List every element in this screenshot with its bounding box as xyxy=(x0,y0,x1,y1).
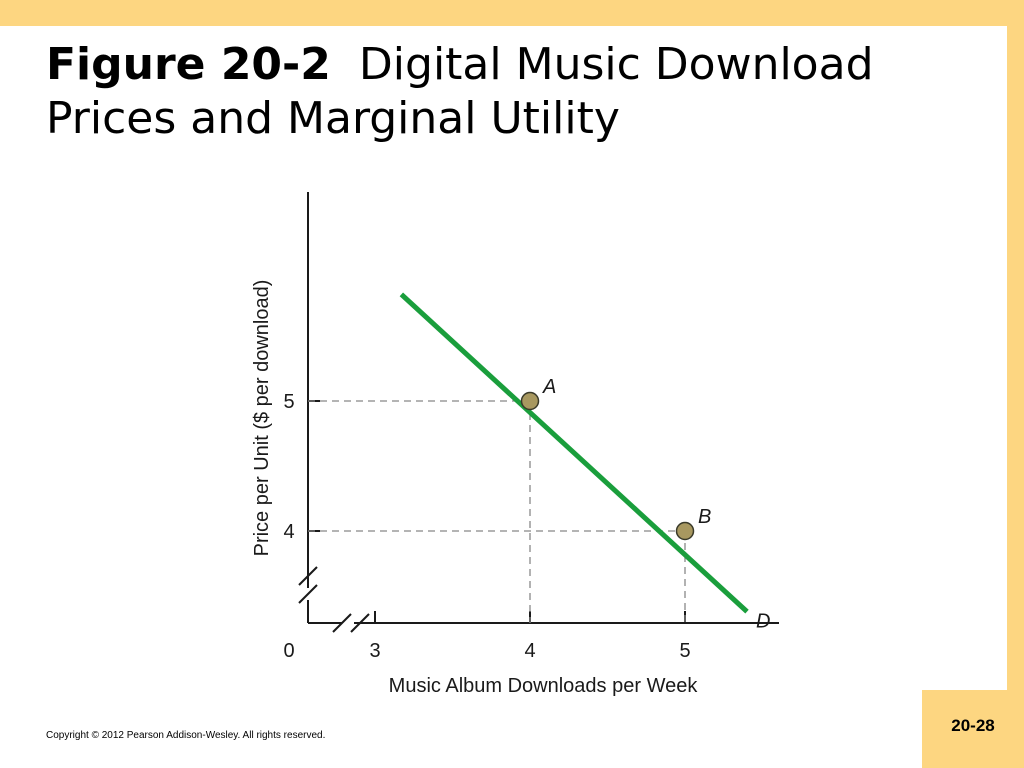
x-tick-label: 3 xyxy=(369,640,380,662)
figure-label: Figure 20-2 xyxy=(46,39,331,90)
point-b xyxy=(675,521,695,541)
page-number-box: 20-28 xyxy=(922,690,1024,768)
origin-label: 0 xyxy=(283,640,294,662)
demand-curve-label: D xyxy=(756,611,770,633)
x-axis-title: Music Album Downloads per Week xyxy=(389,675,699,697)
slide-title: Figure 20-2 Digital Music Download Price… xyxy=(46,38,986,146)
y-tick-label: 4 xyxy=(283,521,294,543)
x-axis-break-mark xyxy=(350,613,370,633)
x-tick-label: 4 xyxy=(524,640,535,662)
figure-title-text: Digital Music Download Prices and Margin… xyxy=(46,39,874,144)
y-tick-label: 5 xyxy=(283,391,294,413)
x-axis-break-mark xyxy=(332,613,352,633)
y-axis-title: Price per Unit ($ per download) xyxy=(251,280,273,557)
x-tick-label: 5 xyxy=(679,640,690,662)
point-label-b: B xyxy=(698,506,711,528)
point-a xyxy=(520,391,540,411)
right-frame-bar xyxy=(1007,0,1024,768)
y-axis-break-mark xyxy=(298,566,318,586)
copyright-notice: Copyright © 2012 Pearson Addison-Wesley.… xyxy=(46,730,326,741)
top-frame-bar xyxy=(0,0,1024,26)
demand-curve xyxy=(399,292,749,614)
plot-layer: 3 4 5 4 5 D A B xyxy=(283,192,779,662)
point-label-a: A xyxy=(542,376,556,398)
y-axis-break-mark xyxy=(298,584,318,604)
page-number: 20-28 xyxy=(951,716,995,735)
x-axis-break-gap xyxy=(342,617,354,629)
